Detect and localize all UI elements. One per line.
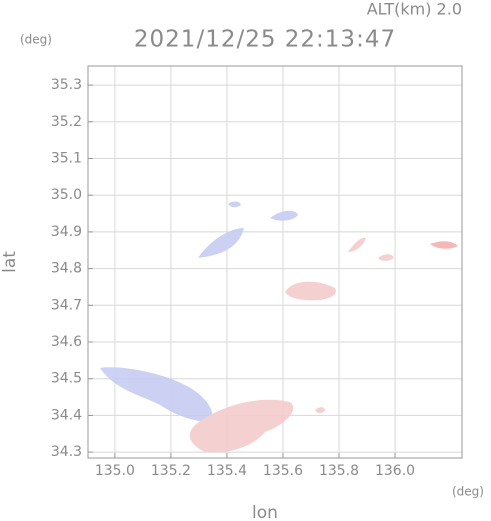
x-tick-label: 135.8 <box>319 463 359 479</box>
echo-blue <box>228 201 241 208</box>
x-unit: (deg) <box>452 485 484 499</box>
y-tick-label: 34.3 <box>51 444 82 460</box>
y-tick-label: 34.8 <box>51 261 82 277</box>
y-axis-label: lat <box>0 251 20 273</box>
y-tick-label: 34.9 <box>51 224 82 240</box>
x-tick-label: 135.0 <box>95 463 135 479</box>
echo-field <box>100 201 458 453</box>
y-tick-label: 34.6 <box>51 334 82 350</box>
y-unit: (deg) <box>20 33 52 47</box>
x-tick-label: 135.6 <box>263 463 303 479</box>
echo-red <box>315 407 325 414</box>
y-tick-label: 35.3 <box>51 77 82 93</box>
y-tick-label: 35.2 <box>51 114 82 130</box>
echo-red <box>189 399 294 453</box>
y-tick-label: 35.1 <box>51 150 82 166</box>
grid <box>88 66 462 458</box>
x-tick-label: 135.4 <box>207 463 247 479</box>
echo-blue <box>198 228 244 258</box>
plot-frame <box>87 65 463 459</box>
y-tick-label: 34.5 <box>51 371 82 387</box>
echo-red <box>430 241 458 249</box>
echo-red <box>285 281 336 301</box>
y-tick-label: 34.7 <box>51 297 82 313</box>
y-tick-label: 34.4 <box>51 407 82 423</box>
y-tick-label: 35.0 <box>51 187 82 203</box>
x-tick-label: 136.0 <box>375 463 415 479</box>
x-tick-label: 135.2 <box>151 463 191 479</box>
chart-title: 2021/12/25 22:13:47 <box>134 27 396 53</box>
x-axis-label: lon <box>252 503 278 521</box>
echo-blue <box>270 210 298 221</box>
echo-red <box>378 254 394 261</box>
echo-red <box>348 237 366 252</box>
annotation: ALT(km) 2.0 <box>367 0 462 19</box>
echo-blue <box>100 367 213 422</box>
